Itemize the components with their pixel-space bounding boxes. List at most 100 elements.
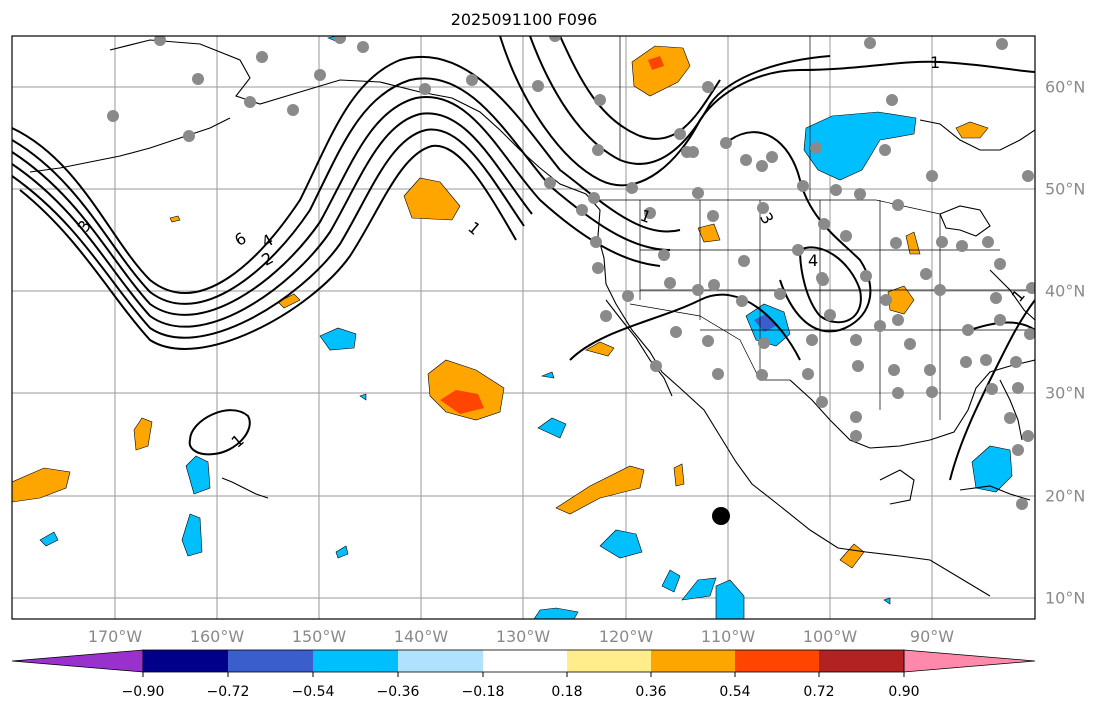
- blue-area-west-2: [335, 545, 349, 559]
- blue-area-tropical-2: [681, 577, 717, 601]
- colorbar-segment: [735, 650, 819, 672]
- colorbar-tick-label: 0.72: [803, 684, 835, 700]
- orange-area-far-west: [12, 467, 71, 503]
- lon-label: 100°W: [802, 627, 858, 646]
- colorbar: [11, 649, 1036, 677]
- contour-east-1: [499, 36, 1035, 187]
- colorbar-segment: [313, 650, 398, 672]
- orange-area-baja: [585, 341, 615, 357]
- anomaly-fills: [12, 36, 1013, 619]
- contour-ne-arc: [969, 321, 1035, 331]
- colorbar-segment: [398, 650, 483, 672]
- yucatan: [879, 469, 915, 505]
- contour-trough-1: [729, 131, 872, 333]
- map-title: 2025091100 F096: [450, 10, 598, 29]
- contour-lines: [12, 36, 1035, 481]
- red-area-nw-pacific-1: [648, 56, 664, 70]
- lat-label: 40°N: [1045, 281, 1086, 301]
- contour-4: [12, 112, 533, 328]
- lat-label: 60°N: [1045, 77, 1086, 97]
- map-border: [11, 35, 1036, 620]
- contour-1: [12, 55, 681, 294]
- contour-6: [19, 144, 517, 350]
- colorbar-tick-label: −0.90: [121, 684, 165, 700]
- blue-area-tropical-4: [661, 569, 681, 593]
- hudson-bay: [919, 119, 1035, 151]
- blue-area-tropical-3: [715, 579, 745, 619]
- colorbar-min-triangle: [11, 649, 144, 673]
- orange-area-plains: [887, 285, 915, 315]
- colorbar-tick-label: 0.18: [551, 684, 583, 700]
- cuba: [959, 485, 1031, 501]
- black-marker-dot: [712, 507, 730, 525]
- blue-area-tropical-5: [533, 607, 579, 619]
- blue-area-tropical-1: [599, 529, 643, 559]
- florida: [999, 379, 1023, 441]
- lon-label: 150°W: [291, 627, 347, 646]
- political-borders: [598, 36, 1035, 420]
- colorbar-tick-label: −0.36: [376, 684, 420, 700]
- lon-label: 130°W: [495, 627, 551, 646]
- darkblue-area-colorado: [754, 314, 776, 332]
- colorbar-max-triangle: [903, 649, 1036, 673]
- orange-area-tropical-east: [555, 465, 645, 515]
- great-lakes: [939, 205, 991, 237]
- lon-label: 160°W: [189, 627, 245, 646]
- station-dots: [107, 36, 1035, 510]
- colorbar-segment: [228, 650, 313, 672]
- lat-label: 30°N: [1045, 383, 1086, 403]
- blue-area-pacific-1: [319, 327, 357, 351]
- blue-area-small-3: [883, 597, 891, 605]
- contour-closed-hawaii: [188, 409, 251, 456]
- blue-area-small-1: [540, 371, 555, 379]
- blue-area-west-1: [39, 531, 59, 547]
- colorbar-tick-label: 0.36: [635, 684, 667, 700]
- contour-east-2: [529, 36, 831, 165]
- orange-area-pacific-north-1: [277, 293, 301, 309]
- colorbar-segment: [651, 650, 735, 672]
- lon-label: 170°W: [87, 627, 143, 646]
- blue-area-hawaii-2: [181, 513, 203, 557]
- north-america-west-coast: [539, 167, 991, 597]
- orange-area-sw-mexico: [673, 463, 685, 487]
- contour-low-sw: [569, 293, 801, 361]
- lat-label: 10°N: [1045, 588, 1086, 608]
- colorbar-segment: [483, 650, 567, 672]
- orange-area-gulf-alaska: [403, 177, 461, 221]
- colorbar-tick-label: 0.90: [888, 684, 920, 700]
- colorbar-tick-label: −0.18: [461, 684, 505, 700]
- contour-trough-2: [799, 246, 862, 324]
- lon-label: 120°W: [598, 627, 654, 646]
- lon-label: 140°W: [393, 627, 449, 646]
- colorbar-segment: [567, 650, 651, 672]
- contour-label: 4: [808, 251, 818, 270]
- red-area-central-pacific: [440, 390, 484, 414]
- colorbar-tick-label: 0.54: [719, 684, 751, 700]
- blue-area-hawaii: [185, 455, 211, 495]
- colorbar-segment: [819, 650, 904, 672]
- orange-area-southwest: [697, 223, 721, 243]
- contour-3: [12, 96, 661, 316]
- hawaii-islands: [221, 477, 269, 499]
- lat-label: 20°N: [1045, 486, 1086, 506]
- colorbar-tick-label: −0.54: [291, 684, 335, 700]
- orange-area-central-pacific: [427, 359, 505, 421]
- colorbar-segment: [143, 650, 228, 672]
- orange-area-pacific-north-2: [169, 215, 181, 223]
- orange-area-nw-pacific-1: [631, 45, 691, 97]
- blue-area-canada: [803, 111, 917, 181]
- lon-label: 90°W: [909, 627, 955, 646]
- blue-area-small-2: [359, 393, 367, 401]
- alaska-coast: [109, 39, 541, 169]
- orange-area-hudson: [955, 121, 989, 139]
- contour-label: 1: [930, 53, 940, 72]
- east-coast: [989, 269, 1035, 321]
- blue-area-pacific-2: [537, 417, 567, 439]
- lat-label: 50°N: [1045, 179, 1086, 199]
- orange-area-great-lakes: [905, 231, 921, 255]
- gulf-of-mexico-coast: [789, 359, 1035, 449]
- contour-se: [949, 299, 1035, 481]
- contour-5: [12, 128, 525, 339]
- orange-area-hawaii-west: [133, 417, 153, 451]
